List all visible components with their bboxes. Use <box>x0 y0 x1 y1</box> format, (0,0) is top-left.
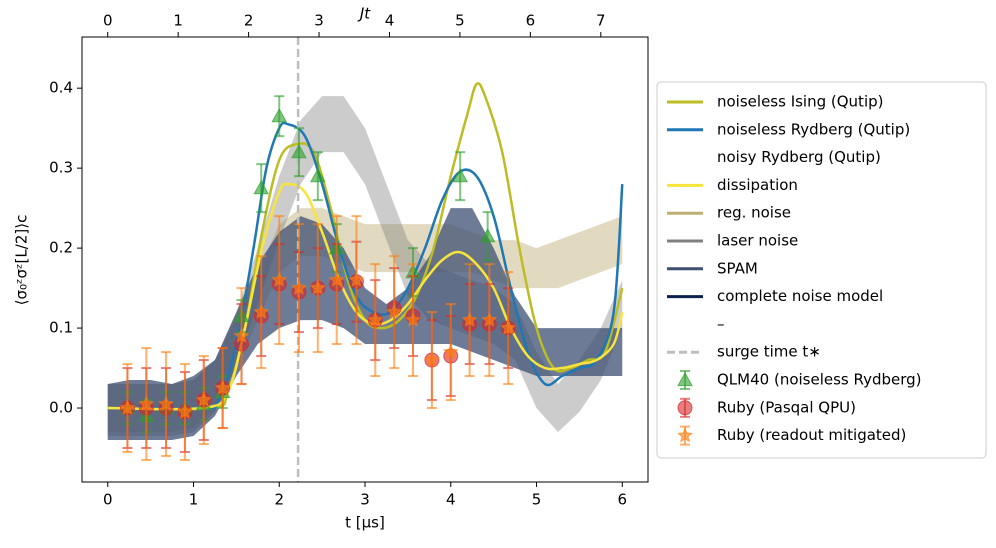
marker <box>386 303 403 319</box>
x-tick-label: 2 <box>274 491 284 509</box>
x2-tick-label: 0 <box>103 12 113 30</box>
legend-frame <box>656 81 987 459</box>
legend-label: QLM40 (noiseless Rydberg) <box>717 371 922 389</box>
marker <box>500 319 517 335</box>
y-tick-label: 0.3 <box>49 159 73 177</box>
x-tick-label: 4 <box>446 491 456 509</box>
marker <box>158 395 174 411</box>
marker <box>271 108 288 123</box>
legend-label: surge time t∗ <box>717 343 821 361</box>
y-axis-label: ⟨σ₀ᶻσᶻ[L/2]⟩c <box>13 215 31 306</box>
legend-label: – <box>717 315 725 333</box>
legend-label: dissipation <box>717 176 798 194</box>
line <box>107 182 624 411</box>
x-tick-label: 0 <box>103 491 113 509</box>
x-axis-label: t [μs] <box>345 514 385 532</box>
plot-area <box>107 37 624 482</box>
marker <box>177 403 193 419</box>
marker <box>461 311 478 327</box>
marker <box>479 228 496 243</box>
x2-tick-label: 1 <box>173 12 183 30</box>
x2-axis-label: Jt <box>357 5 371 23</box>
marker <box>138 395 155 411</box>
marker <box>677 371 693 387</box>
legend-label: SPAM <box>717 259 758 277</box>
legend-label: noiseless Rydberg (Qutip) <box>717 120 910 138</box>
marker <box>677 400 693 416</box>
marker <box>291 144 307 159</box>
marker <box>405 311 421 327</box>
x2-tick-label: 2 <box>244 12 254 30</box>
legend-label: noisy Rydberg (Qutip) <box>717 148 881 166</box>
x2-tick-label: 5 <box>455 12 465 30</box>
marker <box>452 168 469 183</box>
x-tick-label: 3 <box>360 491 370 509</box>
y-tick-label: 0.4 <box>49 79 73 97</box>
y-tick-label: 0.1 <box>49 319 73 337</box>
marker <box>309 168 326 183</box>
y-tick-label: 0.0 <box>49 399 73 417</box>
legend-label: Ruby (readout mitigated) <box>717 426 906 444</box>
marker <box>271 271 288 287</box>
marker <box>253 303 270 319</box>
marker <box>348 271 365 287</box>
legend-label: noiseless Ising (Qutip) <box>717 93 883 111</box>
marker <box>309 279 326 295</box>
x2-tick-label: 3 <box>314 12 324 30</box>
marker <box>423 351 440 367</box>
y-tick-label: 0.2 <box>49 239 73 257</box>
x-tick-label: 5 <box>532 491 542 509</box>
x2-tick-label: 6 <box>526 12 536 30</box>
marker <box>291 279 307 295</box>
marker <box>442 343 459 359</box>
marker <box>119 399 136 415</box>
band <box>107 208 623 441</box>
legend-label: laser noise <box>717 232 798 250</box>
marker <box>367 311 384 327</box>
x-tick-label: 1 <box>189 491 199 509</box>
marker <box>677 427 693 443</box>
marker <box>233 327 250 343</box>
legend-label: complete noise model <box>717 287 883 305</box>
marker <box>214 379 231 395</box>
legend: noiseless Ising (Qutip) noiseless Rydberg… <box>656 81 987 459</box>
legend-label: Ruby (Pasqal QPU) <box>717 398 856 416</box>
legend-label: reg. noise <box>717 204 791 222</box>
x2-tick-label: 7 <box>596 12 606 30</box>
marker <box>481 311 498 327</box>
marker <box>253 180 270 195</box>
marker <box>195 391 212 407</box>
x-tick-label: 6 <box>617 491 627 509</box>
marker <box>328 271 345 287</box>
x2-tick-label: 4 <box>385 12 395 30</box>
